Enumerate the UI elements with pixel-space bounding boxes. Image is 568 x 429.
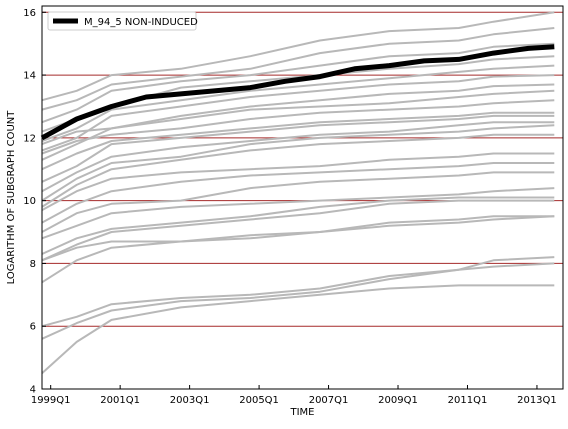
background-series-line (41, 133, 555, 208)
y-tick-label: 8 (30, 259, 36, 270)
background-series-line (41, 121, 555, 193)
background-series-line (41, 74, 555, 152)
background-series-line (41, 42, 555, 124)
background-series-line (41, 162, 555, 224)
series-group (41, 11, 555, 375)
background-series-line (41, 114, 555, 183)
background-series-line (41, 111, 555, 171)
background-series-line (41, 256, 555, 328)
y-tick-label: 6 (30, 322, 36, 333)
highlight-series-group (40, 44, 555, 141)
background-series-line (41, 171, 555, 233)
background-series-line (41, 215, 555, 262)
background-series-line (41, 11, 555, 102)
y-tick-label: 14 (23, 71, 36, 82)
background-series-line (41, 262, 555, 340)
legend: M_94_5 NON-INDUCED (47, 11, 198, 31)
background-series-line (41, 215, 555, 284)
background-series-line (41, 55, 555, 133)
y-tick-label: 16 (23, 8, 36, 19)
background-series-line (41, 89, 555, 146)
y-tick-label: 10 (23, 196, 36, 207)
x-tick-label: 2005Q1 (239, 395, 279, 406)
legend-box (47, 11, 197, 31)
background-series-line (41, 64, 555, 142)
x-tick-label: 2001Q1 (100, 395, 140, 406)
x-tick-label: 2011Q1 (448, 395, 488, 406)
highlight-series-line (40, 44, 555, 141)
plot-frame (41, 5, 564, 390)
x-tick-label: 2009Q1 (378, 395, 418, 406)
x-axis-label: TIME (289, 407, 314, 418)
background-series-line (41, 99, 555, 155)
x-tick-label: 1999Q1 (31, 395, 71, 406)
background-series-line (41, 124, 555, 202)
background-series-line (41, 152, 555, 211)
y-tick-label: 12 (23, 133, 36, 144)
background-series-line (41, 196, 555, 255)
y-axis-label: LOGARITHM OF SUBGRAPH COUNT (6, 110, 17, 285)
x-tick-label: 2007Q1 (309, 395, 349, 406)
background-series-line (41, 199, 555, 262)
legend-label: M_94_5 NON-INDUCED (84, 17, 198, 28)
background-series-line (41, 284, 555, 375)
axes: 4 6 8 10 12 14 16 1999Q1 2001Q1 2003Q1 2005Q1 2007Q… (23, 8, 557, 406)
background-series-line (41, 83, 555, 161)
x-tick-label: 2013Q1 (517, 395, 557, 406)
background-series-line (41, 187, 555, 240)
y-tick-label: 4 (30, 385, 36, 396)
x-tick-label: 2003Q1 (170, 395, 210, 406)
background-series-line (41, 27, 555, 111)
